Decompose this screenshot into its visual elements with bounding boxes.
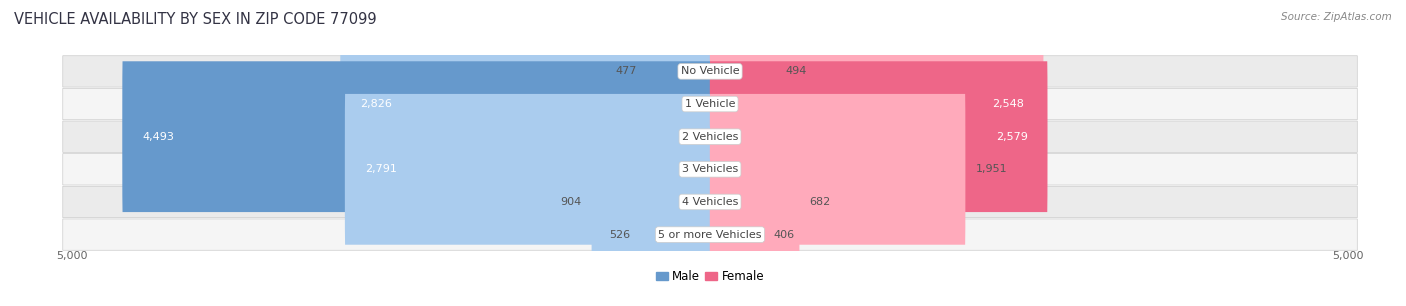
FancyBboxPatch shape xyxy=(710,0,775,147)
Text: Source: ZipAtlas.com: Source: ZipAtlas.com xyxy=(1281,12,1392,22)
Text: 5,000: 5,000 xyxy=(56,251,87,261)
FancyBboxPatch shape xyxy=(641,159,710,306)
Text: 5 or more Vehicles: 5 or more Vehicles xyxy=(658,230,762,240)
Text: 1,951: 1,951 xyxy=(976,164,1007,174)
FancyBboxPatch shape xyxy=(63,121,1357,152)
FancyBboxPatch shape xyxy=(344,94,710,245)
Text: 5,000: 5,000 xyxy=(1333,251,1364,261)
FancyBboxPatch shape xyxy=(340,29,710,179)
FancyBboxPatch shape xyxy=(710,61,1047,212)
Text: 406: 406 xyxy=(773,230,794,240)
FancyBboxPatch shape xyxy=(122,61,710,212)
Text: 1 Vehicle: 1 Vehicle xyxy=(685,99,735,109)
FancyBboxPatch shape xyxy=(63,154,1357,185)
FancyBboxPatch shape xyxy=(647,0,710,147)
Text: 2,579: 2,579 xyxy=(995,132,1028,142)
Text: 3 Vehicles: 3 Vehicles xyxy=(682,164,738,174)
Text: 4,493: 4,493 xyxy=(142,132,174,142)
Text: 904: 904 xyxy=(560,197,581,207)
FancyBboxPatch shape xyxy=(710,29,1043,179)
FancyBboxPatch shape xyxy=(63,88,1357,120)
Text: 2,826: 2,826 xyxy=(360,99,392,109)
Text: 682: 682 xyxy=(810,197,831,207)
FancyBboxPatch shape xyxy=(592,127,710,277)
FancyBboxPatch shape xyxy=(63,186,1357,218)
Text: 2,548: 2,548 xyxy=(991,99,1024,109)
Text: 2 Vehicles: 2 Vehicles xyxy=(682,132,738,142)
Text: 494: 494 xyxy=(785,66,807,76)
Text: 4 Vehicles: 4 Vehicles xyxy=(682,197,738,207)
Text: 2,791: 2,791 xyxy=(364,164,396,174)
FancyBboxPatch shape xyxy=(710,159,763,306)
FancyBboxPatch shape xyxy=(710,127,800,277)
Legend: Male, Female: Male, Female xyxy=(651,266,769,288)
FancyBboxPatch shape xyxy=(710,94,966,245)
Text: VEHICLE AVAILABILITY BY SEX IN ZIP CODE 77099: VEHICLE AVAILABILITY BY SEX IN ZIP CODE … xyxy=(14,12,377,27)
Text: 526: 526 xyxy=(610,230,631,240)
Text: 477: 477 xyxy=(616,66,637,76)
FancyBboxPatch shape xyxy=(63,219,1357,250)
FancyBboxPatch shape xyxy=(63,56,1357,87)
Text: No Vehicle: No Vehicle xyxy=(681,66,740,76)
